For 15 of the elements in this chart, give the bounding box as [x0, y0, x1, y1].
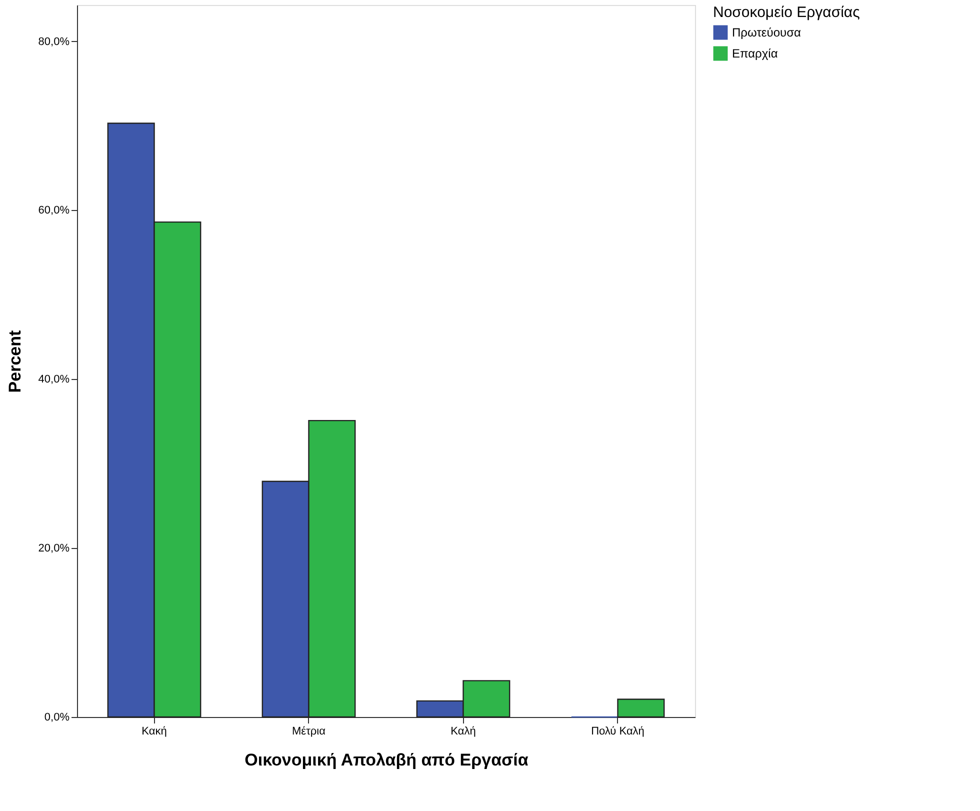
bar	[617, 698, 665, 718]
x-tick-label: Κακή	[142, 726, 167, 738]
x-axis-title: Οικονομική Απολαβή από Εργασία	[244, 750, 529, 770]
x-tick-label: Καλή	[450, 726, 476, 738]
y-tick-label: 80,0%	[38, 36, 70, 48]
y-tick-label: 20,0%	[38, 542, 70, 555]
x-tick-label: Πολύ Καλή	[591, 726, 644, 738]
y-tick-label: 40,0%	[38, 374, 70, 386]
y-tick-label: 60,0%	[38, 204, 70, 217]
y-axis-title: Percent	[5, 330, 24, 393]
legend-title: Νοσοκομείο Εργασίας	[713, 4, 860, 21]
legend-label: Πρωτεύουσα	[732, 26, 801, 40]
legend-label: Επαρχία	[732, 46, 778, 60]
y-tick-label: 0,0%	[44, 712, 70, 724]
x-tick-label: Μέτρια	[292, 726, 326, 738]
